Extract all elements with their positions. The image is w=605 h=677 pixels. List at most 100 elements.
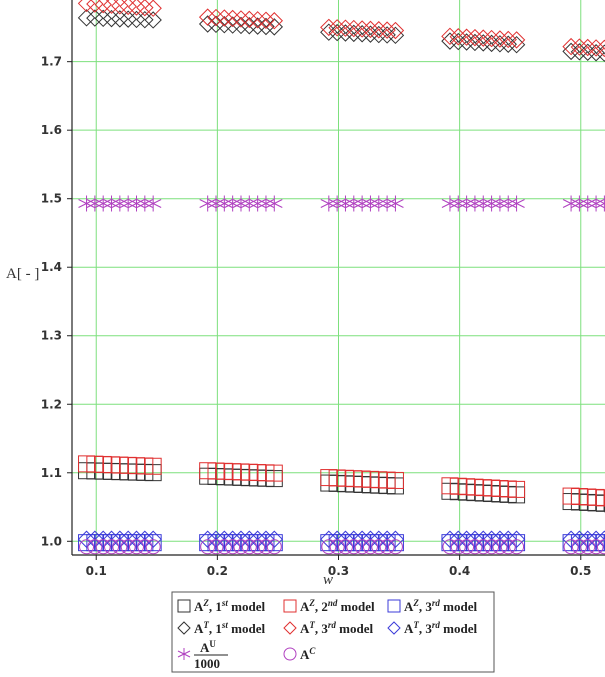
data-point — [441, 530, 459, 548]
data-point — [320, 530, 338, 548]
data-point — [240, 530, 259, 548]
data-point — [370, 21, 388, 39]
data-point — [500, 539, 516, 555]
data-point — [457, 530, 476, 548]
data-point — [250, 539, 266, 555]
y-tick-label: 1.1 — [41, 466, 62, 480]
legend-marker — [283, 599, 297, 613]
data-point — [265, 18, 284, 36]
x-tick-label: 0.4 — [449, 564, 470, 578]
legend-label: AZ, 2nd model — [300, 598, 375, 614]
y-axis-label: A[ - ] — [6, 266, 39, 282]
data-point — [378, 530, 396, 548]
data-point — [379, 539, 395, 555]
data-point — [386, 21, 405, 40]
data-point — [207, 195, 225, 212]
data-point — [328, 19, 346, 37]
data-point — [225, 539, 241, 555]
data-point — [337, 195, 354, 212]
data-point — [353, 195, 371, 212]
data-point — [596, 539, 605, 555]
data-point — [257, 530, 275, 548]
data-marks — [77, 0, 605, 555]
data-point — [579, 195, 596, 212]
data-point — [87, 539, 103, 555]
y-tick-label: 1.4 — [41, 260, 62, 274]
data-point — [508, 534, 526, 552]
data-point — [216, 539, 232, 555]
data-point — [127, 10, 146, 29]
data-point — [320, 195, 338, 212]
data-point — [588, 539, 604, 555]
data-point — [119, 530, 137, 548]
data-point — [104, 539, 120, 555]
data-point — [507, 530, 526, 548]
data-point — [249, 195, 266, 212]
data-point — [482, 530, 501, 548]
data-point — [223, 530, 242, 548]
data-point — [328, 530, 346, 548]
data-point — [345, 19, 363, 38]
data-point — [386, 471, 404, 489]
data-point — [94, 9, 112, 28]
data-point — [587, 39, 605, 57]
legend-marker — [177, 648, 191, 660]
data-point — [474, 29, 492, 47]
data-point — [499, 530, 517, 548]
data-point — [378, 195, 396, 212]
data-point — [248, 11, 267, 29]
legend-label: AC — [300, 646, 316, 662]
data-point — [353, 20, 371, 38]
data-point — [128, 195, 145, 212]
data-point — [215, 530, 234, 548]
data-point — [258, 539, 274, 555]
data-point — [441, 195, 459, 212]
data-point — [475, 539, 491, 555]
y-tick-label: 1.7 — [41, 55, 62, 69]
data-point — [215, 9, 234, 27]
data-point — [144, 457, 162, 475]
data-point — [232, 16, 250, 35]
data-point — [570, 530, 589, 548]
data-point — [596, 195, 605, 212]
data-point — [328, 195, 346, 212]
data-point — [467, 539, 483, 555]
data-point — [111, 195, 129, 212]
data-point — [387, 195, 404, 212]
data-point — [112, 539, 128, 555]
data-point — [120, 539, 136, 555]
data-point — [595, 39, 605, 58]
data-point — [345, 195, 363, 212]
data-point — [144, 11, 162, 29]
data-point — [449, 530, 467, 548]
legend-label: AT, 3rd model — [404, 620, 477, 636]
data-point — [587, 530, 605, 548]
legend-label: AT, 1st model — [194, 620, 265, 636]
data-point — [266, 539, 282, 555]
data-point — [111, 10, 129, 28]
data-point — [491, 530, 509, 548]
data-point — [378, 21, 396, 39]
data-point — [77, 9, 96, 27]
data-point — [216, 195, 233, 212]
data-point — [232, 195, 250, 212]
data-point — [257, 11, 275, 29]
data-point — [508, 480, 526, 498]
x-axis-label: w — [323, 572, 333, 588]
x-tick-label: 0.3 — [328, 564, 349, 578]
data-point — [386, 534, 404, 552]
data-point — [224, 195, 241, 212]
data-point — [492, 539, 508, 555]
data-point — [79, 539, 95, 555]
data-point — [94, 195, 112, 212]
data-point — [362, 195, 379, 212]
legend-marker — [177, 599, 191, 613]
legend-box — [171, 591, 495, 673]
legend-label: AU — [200, 639, 216, 655]
data-point — [370, 530, 388, 548]
data-point — [450, 539, 466, 555]
series-4 — [77, 0, 605, 58]
data-point — [459, 539, 475, 555]
data-point — [587, 195, 605, 212]
data-point — [509, 539, 525, 555]
